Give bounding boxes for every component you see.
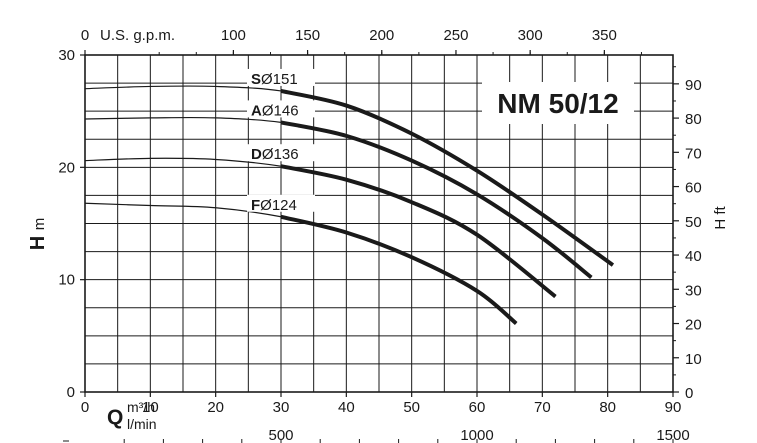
curve-letter: F (251, 197, 260, 214)
curve-a-thick (280, 120, 593, 279)
curve-label-bg (247, 144, 315, 162)
y-right-tick-label: 20 (685, 317, 702, 334)
x-bottom-unit-m3h: m³/h (127, 399, 155, 415)
chart-title: NM 50/12 (497, 88, 618, 119)
y-right-tick-label: 90 (685, 77, 702, 94)
curve-s-thick (280, 88, 615, 267)
x-bottom-symbol: Q (107, 406, 123, 429)
curve-label-bg (247, 100, 315, 118)
labels: SØ151 AØ146 DØ136 FØ124 (247, 68, 315, 214)
curve-label-bg (247, 194, 315, 212)
plot-frame (84, 54, 674, 393)
y-right-tick-label: 50 (685, 214, 702, 231)
curve-letter: A (251, 102, 262, 119)
x-top-tick-label: 200 (369, 27, 394, 44)
x-bottom-tick-label: 0 (81, 399, 89, 416)
curve-label-s: SØ151 (251, 71, 298, 88)
curve-diameter: Ø151 (261, 71, 298, 88)
x-bottom-tick-label: 40 (338, 399, 355, 416)
x-bottom-tick-label: 10 (142, 399, 159, 416)
x-bottom-tick-label: 60 (469, 399, 486, 416)
x-bottom-tick-label: 80 (599, 399, 616, 416)
x-bottom-tick-label: 70 (534, 399, 551, 416)
x-bottom-tick-label: 90 (665, 399, 682, 416)
y-left-symbol: H (27, 236, 49, 250)
x-top-tick-label: 300 (518, 27, 543, 44)
x-top-label: U.S. g.p.m. (100, 27, 175, 44)
curve-label-a: AØ146 (251, 102, 299, 119)
y-right-tick-label: 30 (685, 282, 702, 299)
y-right-tick-label: 40 (685, 248, 702, 265)
curve-diameter: Ø136 (262, 146, 299, 163)
curve-label-d: DØ136 (251, 146, 299, 163)
curve-label-bg (247, 68, 315, 86)
x-bottom-tick-label: 30 (273, 399, 290, 416)
y-right-label: H ft (712, 206, 729, 230)
curve-d-thick (280, 164, 557, 299)
x-top-tick-label: 350 (592, 27, 617, 44)
x-top-tick-label: 250 (443, 27, 468, 44)
curve-diameter: Ø124 (260, 197, 297, 214)
y-right-tick-label: 0 (685, 385, 693, 402)
y-right-tick-label: 60 (685, 180, 702, 197)
curve-f-thick (280, 214, 518, 326)
x-bottom-tick-label: 20 (207, 399, 224, 416)
curve-letter: D (251, 146, 262, 163)
x-bottom-unit-lmin: l/min (127, 416, 157, 432)
x-top-tick-label: 100 (221, 27, 246, 44)
curve-label-f: FØ124 (251, 197, 297, 214)
x-lmin-tick-label: 500 (268, 427, 293, 443)
x-lmin-tick-label: 1500 (656, 427, 689, 443)
title-box (482, 82, 634, 124)
curve-letter: S (251, 71, 261, 88)
y-left-tick-label: 30 (58, 47, 75, 64)
y-right-tick-label: 10 (685, 351, 702, 368)
curves (84, 85, 615, 326)
x-top-tick-label: 150 (295, 27, 320, 44)
x-top-tick-label: 0 (81, 27, 89, 44)
y-left-tick-label: 0 (67, 384, 75, 401)
x-lmin-tick-label: 1000 (460, 427, 493, 443)
y-left-unit: m (31, 218, 48, 231)
y-right-tick-label: 70 (685, 145, 702, 162)
x-bottom-tick-label: 50 (403, 399, 420, 416)
y-left-tick-label: 10 (58, 272, 75, 289)
y-right-tick-label: 80 (685, 111, 702, 128)
curve-diameter: Ø146 (262, 102, 299, 119)
y-left-tick-label: 20 (58, 159, 75, 176)
